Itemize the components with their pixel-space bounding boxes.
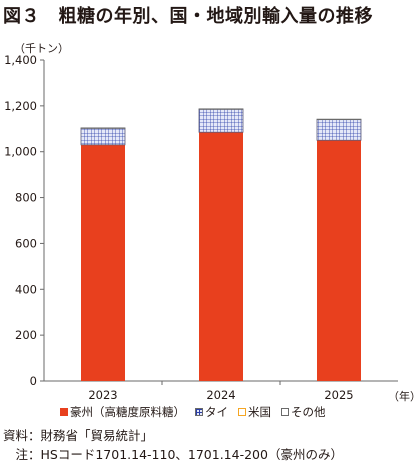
stacked-bar-chart: 0 200 400 600 800 1,000 1,200 1,400 2023 2024 2025 [4,53,398,400]
y-tick-label: 1,200 [4,99,37,113]
bar-segment-0-1 [80,127,126,146]
legend-swatch-australia [60,408,68,416]
y-tick-label: 400 [15,282,37,296]
figure-title: 図３ 粗糖の年別、国・地域別輸入量の推移 [3,6,373,27]
x-tick-label: 2023 [88,388,117,400]
bar-segment-1-1 [198,108,244,133]
legend-label-usa: 米国 [248,405,271,419]
y-tick-label: 600 [15,236,37,250]
bar-segment-0-0 [81,144,125,381]
legend-swatch-usa [238,408,246,416]
x-axis-unit-label: （年） [388,390,420,403]
bar-segment-1-0 [199,132,243,381]
y-tick-label: 1,400 [4,53,37,67]
bar-segment-2-1 [316,119,362,141]
legend-label-thailand: タイ [205,405,228,419]
y-axis-unit-label: （千トン） [14,42,69,55]
y-tick-label: 800 [15,191,37,205]
x-tick-label: 2024 [206,388,235,400]
note-hs-code: 注：HSコード1701.14-110、1701.14-200（豪州のみ） [3,447,343,462]
chart-legend: 豪州（高糖度原料糖） タイ 米国 その他 [60,404,326,420]
legend-swatch-others [281,408,289,416]
legend-item-usa: 米国 [238,404,271,420]
y-tick-label: 200 [15,328,37,342]
x-tick-label: 2025 [324,388,353,400]
legend-item-australia: 豪州（高糖度原料糖） [60,404,185,420]
legend-item-others: その他 [281,404,326,420]
y-tick-label: 1,000 [4,145,37,159]
legend-item-thailand: タイ [195,404,228,420]
source-notes: 資料：財務省「貿易統計」 注：HSコード1701.14-110、1701.14-… [3,426,343,464]
legend-label-others: その他 [291,405,326,419]
bar-segment-2-0 [317,140,361,381]
note-source: 資料：財務省「貿易統計」 [3,428,154,443]
y-tick-label: 0 [30,374,37,388]
legend-label-australia: 豪州（高糖度原料糖） [70,405,185,419]
legend-swatch-thailand [195,408,203,416]
